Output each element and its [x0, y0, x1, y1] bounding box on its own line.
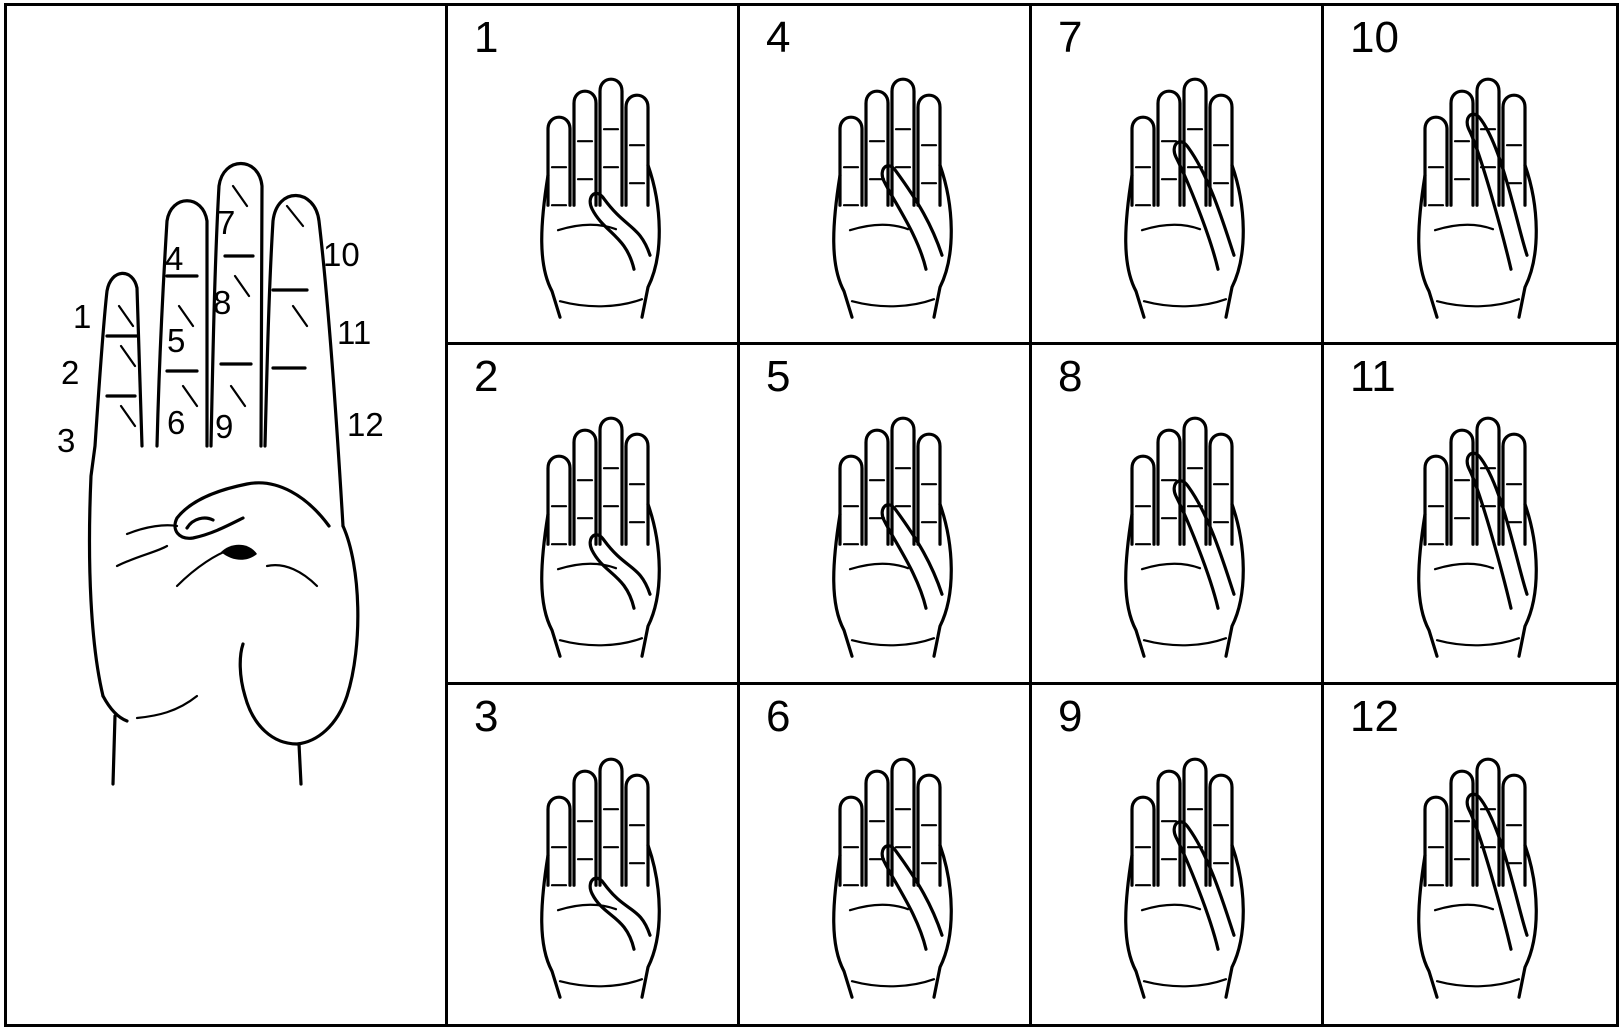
hand-gesture-drawing [539, 757, 661, 1000]
gesture-panel: 9 [1032, 684, 1324, 1024]
panel-number: 5 [766, 352, 791, 402]
hand-gesture-drawing [1417, 77, 1538, 319]
panel-number: 1 [474, 13, 499, 62]
panel-number: 3 [474, 691, 499, 741]
panel-number: 11 [1350, 352, 1396, 402]
gesture-panel: 6 [740, 684, 1032, 1024]
phalanx-label: 9 [215, 408, 234, 445]
phalanx-label: 7 [217, 204, 236, 241]
gesture-grid: 1 4 7 10 2 5 8 11 3 6 9 12 [448, 6, 1616, 1024]
hand-gesture-drawing [831, 77, 953, 319]
phalanx-label: 3 [57, 422, 76, 459]
panel-number: 9 [1058, 691, 1083, 741]
phalanx-label: 5 [167, 322, 186, 359]
gesture-panel: 7 [1032, 6, 1324, 346]
phalanx-label: 2 [61, 354, 80, 391]
hand-gesture-drawing [1417, 757, 1538, 1000]
hand-gesture-drawing [831, 417, 953, 659]
hand-gesture-drawing [1123, 757, 1245, 1000]
phalanx-label: 8 [213, 284, 232, 321]
phalanx-label: 11 [337, 314, 372, 351]
panel-number: 4 [766, 13, 791, 62]
gesture-panel: 4 [740, 6, 1032, 346]
hand-gesture-drawing [1417, 417, 1538, 659]
gesture-panel: 5 [740, 345, 1032, 685]
hand-gesture-drawing [539, 77, 661, 319]
panel-number: 12 [1350, 691, 1399, 741]
panel-number: 2 [474, 352, 499, 402]
panel-number: 8 [1058, 352, 1083, 402]
panel-number: 7 [1058, 13, 1083, 62]
gesture-panel: 12 [1324, 685, 1616, 1024]
phalanx-label: 1 [73, 298, 92, 335]
phalanx-label: 10 [323, 236, 360, 273]
gesture-panel: 8 [1032, 345, 1324, 685]
gesture-panel: 3 [448, 684, 740, 1024]
figure-frame: 1 2 3 4 5 6 7 8 9 10 11 12 1 4 7 10 2 5 … [4, 3, 1619, 1027]
gesture-panel: 2 [448, 345, 740, 685]
panel-number: 6 [766, 691, 791, 741]
phalanx-label: 12 [347, 406, 384, 443]
hand-gesture-drawing [539, 417, 661, 659]
reference-hand-drawing [87, 161, 360, 786]
gesture-panel: 10 [1324, 6, 1616, 346]
hand-gesture-drawing [1123, 417, 1245, 659]
panel-number: 10 [1350, 13, 1399, 62]
phalanx-label: 6 [167, 404, 186, 441]
hand-gesture-drawing [831, 757, 953, 1000]
reference-hand-panel: 1 2 3 4 5 6 7 8 9 10 11 12 [7, 6, 448, 1024]
gesture-panel: 11 [1324, 345, 1616, 685]
hand-gesture-drawing [1123, 77, 1245, 319]
phalanx-label: 4 [165, 240, 184, 277]
gesture-panel: 1 [448, 6, 740, 346]
